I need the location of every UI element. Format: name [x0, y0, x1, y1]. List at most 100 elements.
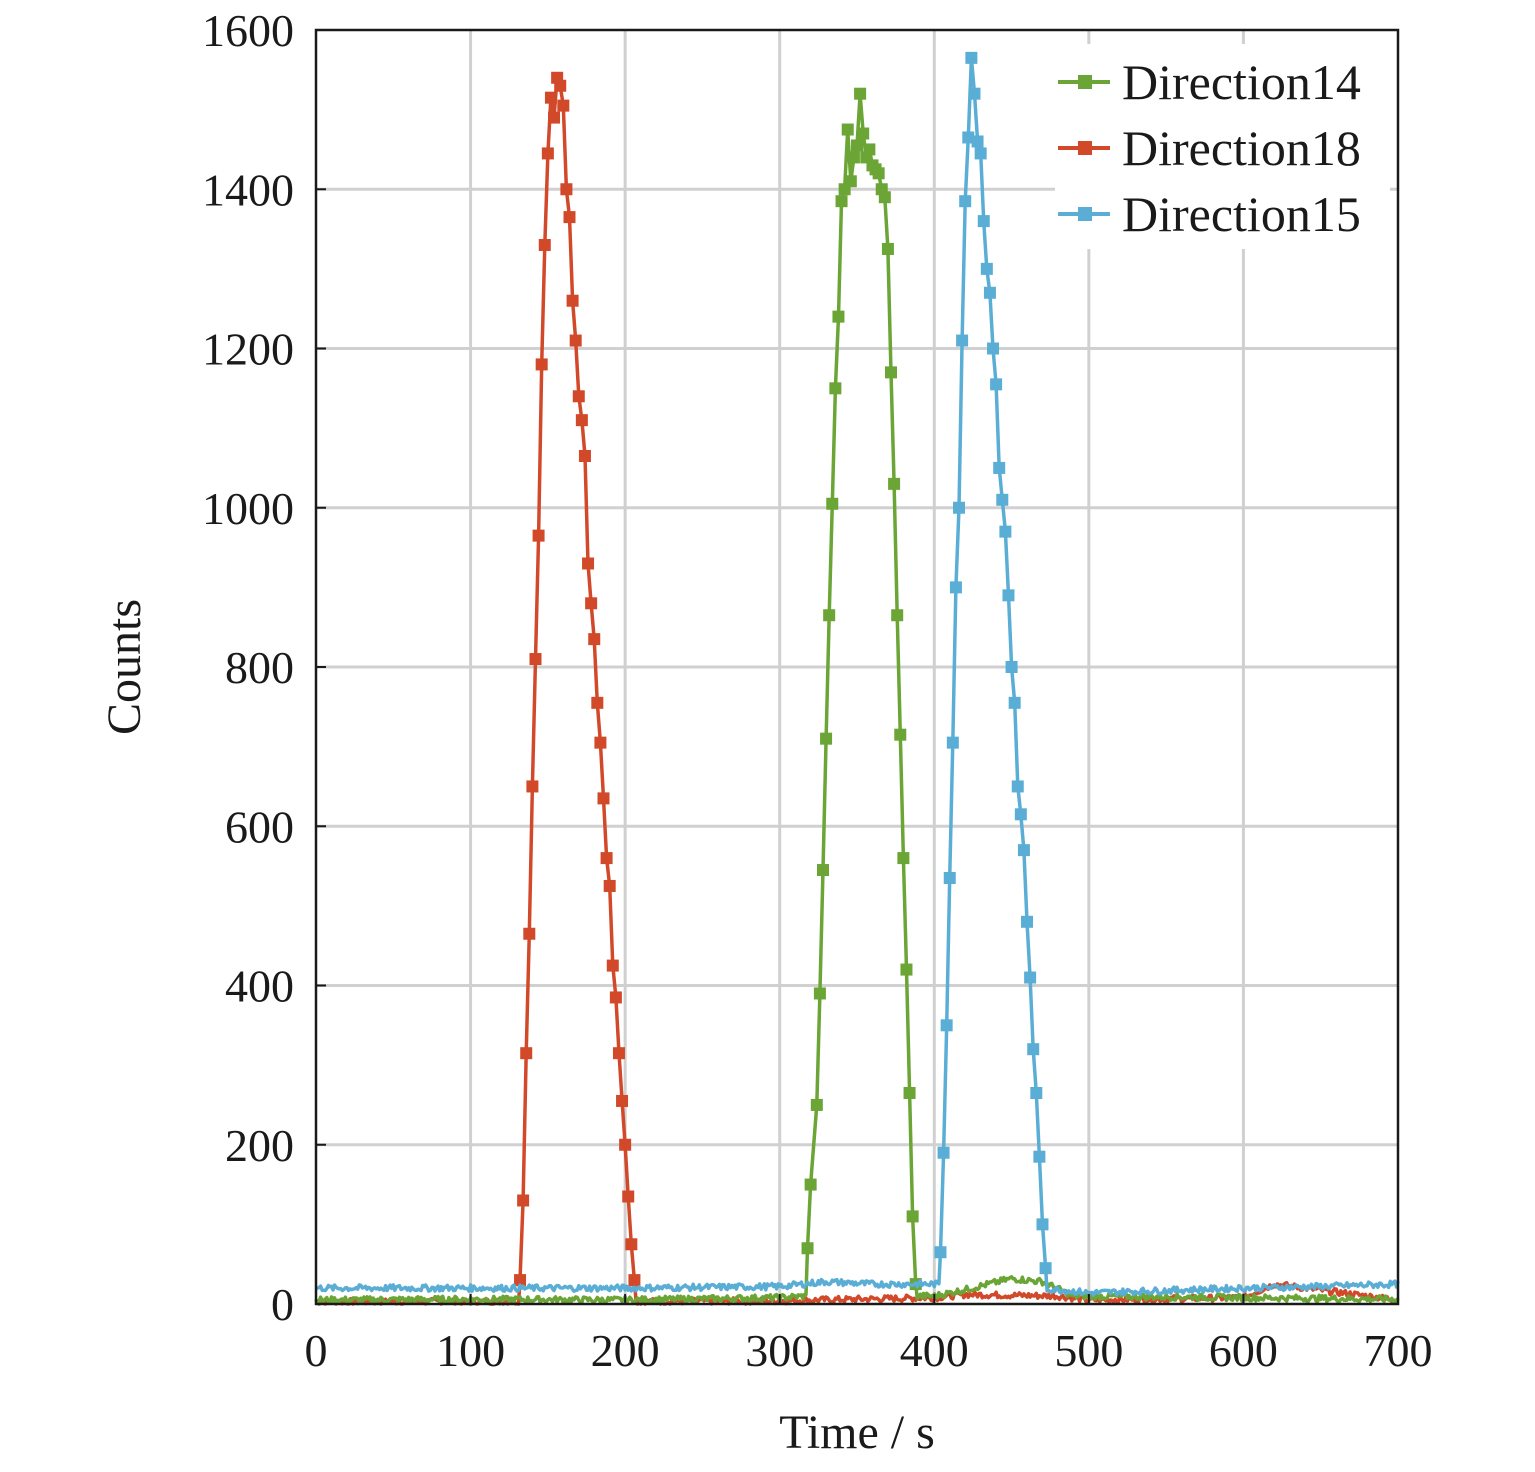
x-axis-title: Time / s: [779, 1406, 935, 1459]
data-point-marker: [968, 87, 981, 100]
x-tick-label: 300: [745, 1325, 814, 1376]
series-line: [314, 91, 1400, 1305]
data-point-marker: [965, 51, 978, 64]
data-point-marker: [1039, 1262, 1052, 1275]
data-point-marker: [517, 1194, 530, 1207]
data-point-marker: [854, 87, 867, 100]
y-tick-label: 0: [271, 1279, 294, 1330]
data-point-marker: [609, 991, 622, 1004]
legend-label-Direction14: Direction14: [1122, 54, 1361, 110]
data-point-marker: [1033, 1150, 1046, 1163]
data-point-marker: [591, 696, 604, 709]
data-point-marker: [937, 1146, 950, 1159]
series-Direction18: [315, 71, 1399, 1306]
y-tick-label: 200: [225, 1120, 294, 1171]
data-point-marker: [971, 135, 984, 148]
data-point-marker: [585, 597, 598, 610]
legend-label-Direction15: Direction15: [1122, 186, 1361, 242]
data-point-marker: [588, 633, 601, 646]
data-point-marker: [1002, 589, 1015, 602]
data-point-marker: [820, 732, 833, 745]
y-tick-label: 1600: [202, 5, 294, 56]
series-line: [314, 56, 1400, 1297]
data-point-marker: [804, 1178, 817, 1191]
data-point-marker: [606, 959, 619, 972]
data-point-marker: [847, 151, 860, 164]
data-point-marker: [810, 1098, 823, 1111]
data-point-marker: [600, 852, 613, 865]
y-axis-title: Counts: [98, 599, 151, 735]
data-point-marker: [538, 238, 551, 251]
data-point-marker: [582, 557, 595, 570]
data-point-marker: [1017, 844, 1030, 857]
data-point-marker: [903, 1086, 916, 1099]
data-point-marker: [823, 609, 836, 622]
data-point-marker: [1008, 696, 1021, 709]
legend-background: [1055, 44, 1390, 249]
data-point-marker: [523, 927, 536, 940]
data-point-marker: [529, 653, 542, 666]
data-point-marker: [557, 99, 570, 112]
y-tick-label: 1400: [202, 164, 294, 215]
data-point-marker: [1036, 1218, 1049, 1231]
data-point-marker: [619, 1138, 632, 1151]
data-point-marker: [835, 195, 848, 208]
data-point-marker: [554, 79, 567, 92]
data-point-marker: [962, 131, 975, 144]
data-point-marker: [563, 211, 576, 224]
x-tick-label: 400: [900, 1325, 969, 1376]
y-tick-label: 600: [225, 801, 294, 852]
data-point-marker: [878, 191, 891, 204]
data-point-marker: [894, 728, 907, 741]
data-point-marker: [946, 736, 959, 749]
data-point-marker: [532, 529, 545, 542]
data-point-marker: [1027, 1043, 1040, 1056]
data-point-marker: [888, 477, 901, 490]
data-point-marker: [844, 175, 857, 188]
y-tick-label: 800: [225, 642, 294, 693]
data-point-marker: [959, 195, 972, 208]
x-tick-label: 0: [305, 1325, 328, 1376]
data-point-marker: [999, 525, 1012, 538]
data-point-marker: [881, 242, 894, 255]
series-Direction14: [314, 87, 1400, 1305]
data-point-marker: [857, 127, 870, 140]
data-point-marker: [851, 139, 863, 152]
data-point-marker: [974, 147, 987, 160]
x-tick-label: 100: [436, 1325, 505, 1376]
data-point-marker: [1030, 1086, 1043, 1099]
data-point-marker: [990, 378, 1003, 391]
data-point-marker: [572, 390, 585, 403]
data-point-marker: [993, 461, 1006, 474]
data-point-marker: [832, 310, 845, 323]
data-point-marker: [987, 342, 1000, 355]
data-point-marker: [1011, 780, 1024, 793]
legend-label-Direction18: Direction18: [1122, 120, 1361, 176]
x-tick-label: 600: [1209, 1325, 1278, 1376]
data-point-marker: [980, 262, 993, 275]
data-point-marker: [934, 1246, 947, 1259]
x-tick-label: 700: [1364, 1325, 1433, 1376]
data-point-marker: [628, 1274, 641, 1287]
data-point-marker: [603, 879, 616, 892]
data-point-marker: [940, 1019, 953, 1032]
legend: Direction14 Direction18 Direction15: [1055, 44, 1390, 249]
data-point-marker: [813, 987, 826, 1000]
data-point-marker: [816, 864, 829, 877]
legend-swatch-marker: [1078, 207, 1092, 221]
data-point-marker: [575, 414, 588, 427]
series-line: [315, 76, 1399, 1306]
data-point-marker: [829, 382, 842, 395]
data-point-marker: [548, 111, 561, 124]
data-point-marker: [578, 449, 591, 462]
axis-ticks: 0 100 200 300 400 500 600 700 0 200 400 600 800 1000 1…: [202, 5, 1433, 1376]
data-point-marker: [1005, 661, 1018, 673]
x-tick-label: 200: [591, 1325, 660, 1376]
y-tick-label: 1000: [202, 483, 294, 534]
data-point-marker: [801, 1242, 814, 1255]
data-point-marker: [612, 1047, 625, 1060]
data-point-marker: [996, 493, 1009, 506]
data-point-marker: [541, 147, 554, 160]
data-point-marker: [569, 334, 582, 347]
